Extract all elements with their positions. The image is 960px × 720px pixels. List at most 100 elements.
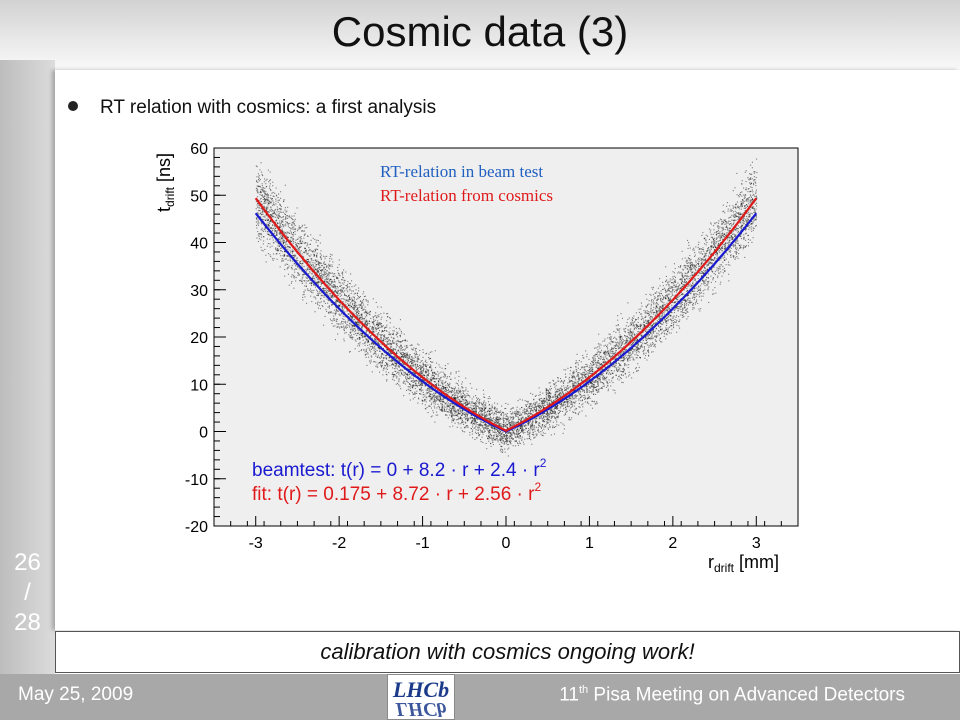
scatter-point <box>667 300 669 302</box>
scatter-point <box>457 413 459 415</box>
scatter-point <box>475 422 477 424</box>
scatter-point <box>426 361 428 363</box>
scatter-point <box>525 424 527 426</box>
scatter-point <box>429 366 431 368</box>
scatter-point <box>258 233 260 235</box>
scatter-point <box>707 283 709 285</box>
scatter-point <box>276 233 278 235</box>
scatter-point <box>331 264 333 266</box>
scatter-point <box>391 349 393 351</box>
scatter-point <box>433 373 435 375</box>
scatter-point <box>698 286 700 288</box>
scatter-point <box>413 364 415 366</box>
scatter-point <box>689 283 691 285</box>
scatter-point <box>327 273 329 275</box>
scatter-point <box>502 424 504 426</box>
scatter-point <box>434 388 436 390</box>
scatter-point <box>658 292 660 294</box>
scatter-point <box>453 419 455 421</box>
scatter-point <box>667 320 669 322</box>
scatter-point <box>474 419 476 421</box>
scatter-point <box>436 385 438 387</box>
scatter-point <box>338 264 340 266</box>
scatter-point <box>431 374 433 376</box>
scatter-point <box>514 440 516 442</box>
scatter-point <box>700 251 702 253</box>
scatter-point <box>524 412 526 414</box>
scatter-point <box>468 417 470 419</box>
scatter-point <box>353 285 355 287</box>
scatter-point <box>288 215 290 217</box>
scatter-point <box>534 402 536 404</box>
scatter-point <box>587 394 589 396</box>
scatter-point <box>598 345 600 347</box>
scatter-point <box>474 406 476 408</box>
scatter-point <box>282 216 284 218</box>
scatter-point <box>377 354 379 356</box>
scatter-point <box>335 299 337 301</box>
scatter-point <box>336 293 338 295</box>
scatter-point <box>560 402 562 404</box>
scatter-point <box>374 346 376 348</box>
scatter-point <box>426 377 428 379</box>
scatter-point <box>549 389 551 391</box>
scatter-point <box>526 417 528 419</box>
scatter-point <box>608 355 610 357</box>
scatter-point <box>647 320 649 322</box>
scatter-point <box>673 291 675 293</box>
scatter-point <box>733 223 735 225</box>
scatter-point <box>390 344 392 346</box>
scatter-point <box>658 334 660 336</box>
scatter-point <box>365 323 367 325</box>
scatter-point <box>725 223 727 225</box>
scatter-point <box>266 238 268 240</box>
scatter-point <box>316 289 318 291</box>
scatter-point <box>579 378 581 380</box>
scatter-point <box>597 360 599 362</box>
scatter-point <box>602 356 604 358</box>
scatter-point <box>560 390 562 392</box>
scatter-point <box>554 394 556 396</box>
scatter-point <box>373 330 375 332</box>
scatter-point <box>689 302 691 304</box>
scatter-point <box>408 378 410 380</box>
scatter-point <box>705 253 707 255</box>
scatter-point <box>331 254 333 256</box>
scatter-point <box>721 221 723 223</box>
scatter-point <box>656 301 658 303</box>
scatter-point <box>438 398 440 400</box>
scatter-point <box>359 343 361 345</box>
scatter-point <box>393 379 395 381</box>
scatter-point <box>698 266 700 268</box>
scatter-point <box>342 291 344 293</box>
scatter-point <box>332 318 334 320</box>
scatter-point <box>512 413 514 415</box>
scatter-point <box>467 407 469 409</box>
scatter-point <box>355 312 357 314</box>
scatter-point <box>722 211 724 213</box>
scatter-point <box>365 332 367 334</box>
scatter-point <box>516 430 518 432</box>
scatter-point <box>650 337 652 339</box>
scatter-point <box>271 237 273 239</box>
scatter-point <box>558 389 560 391</box>
scatter-point <box>276 206 278 208</box>
scatter-point <box>465 425 467 427</box>
scatter-point <box>680 311 682 313</box>
scatter-point <box>649 293 651 295</box>
scatter-point <box>610 339 612 341</box>
scatter-point <box>560 404 562 406</box>
scatter-point <box>476 400 478 402</box>
scatter-point <box>324 273 326 275</box>
scatter-point <box>641 339 643 341</box>
scatter-point <box>500 437 502 439</box>
scatter-point <box>395 370 397 372</box>
scatter-point <box>619 354 621 356</box>
scatter-point <box>296 257 298 259</box>
scatter-point <box>684 300 686 302</box>
scatter-point <box>675 284 677 286</box>
scatter-point <box>262 196 264 198</box>
scatter-point <box>514 422 516 424</box>
scatter-point <box>482 441 484 443</box>
scatter-point <box>734 216 736 218</box>
